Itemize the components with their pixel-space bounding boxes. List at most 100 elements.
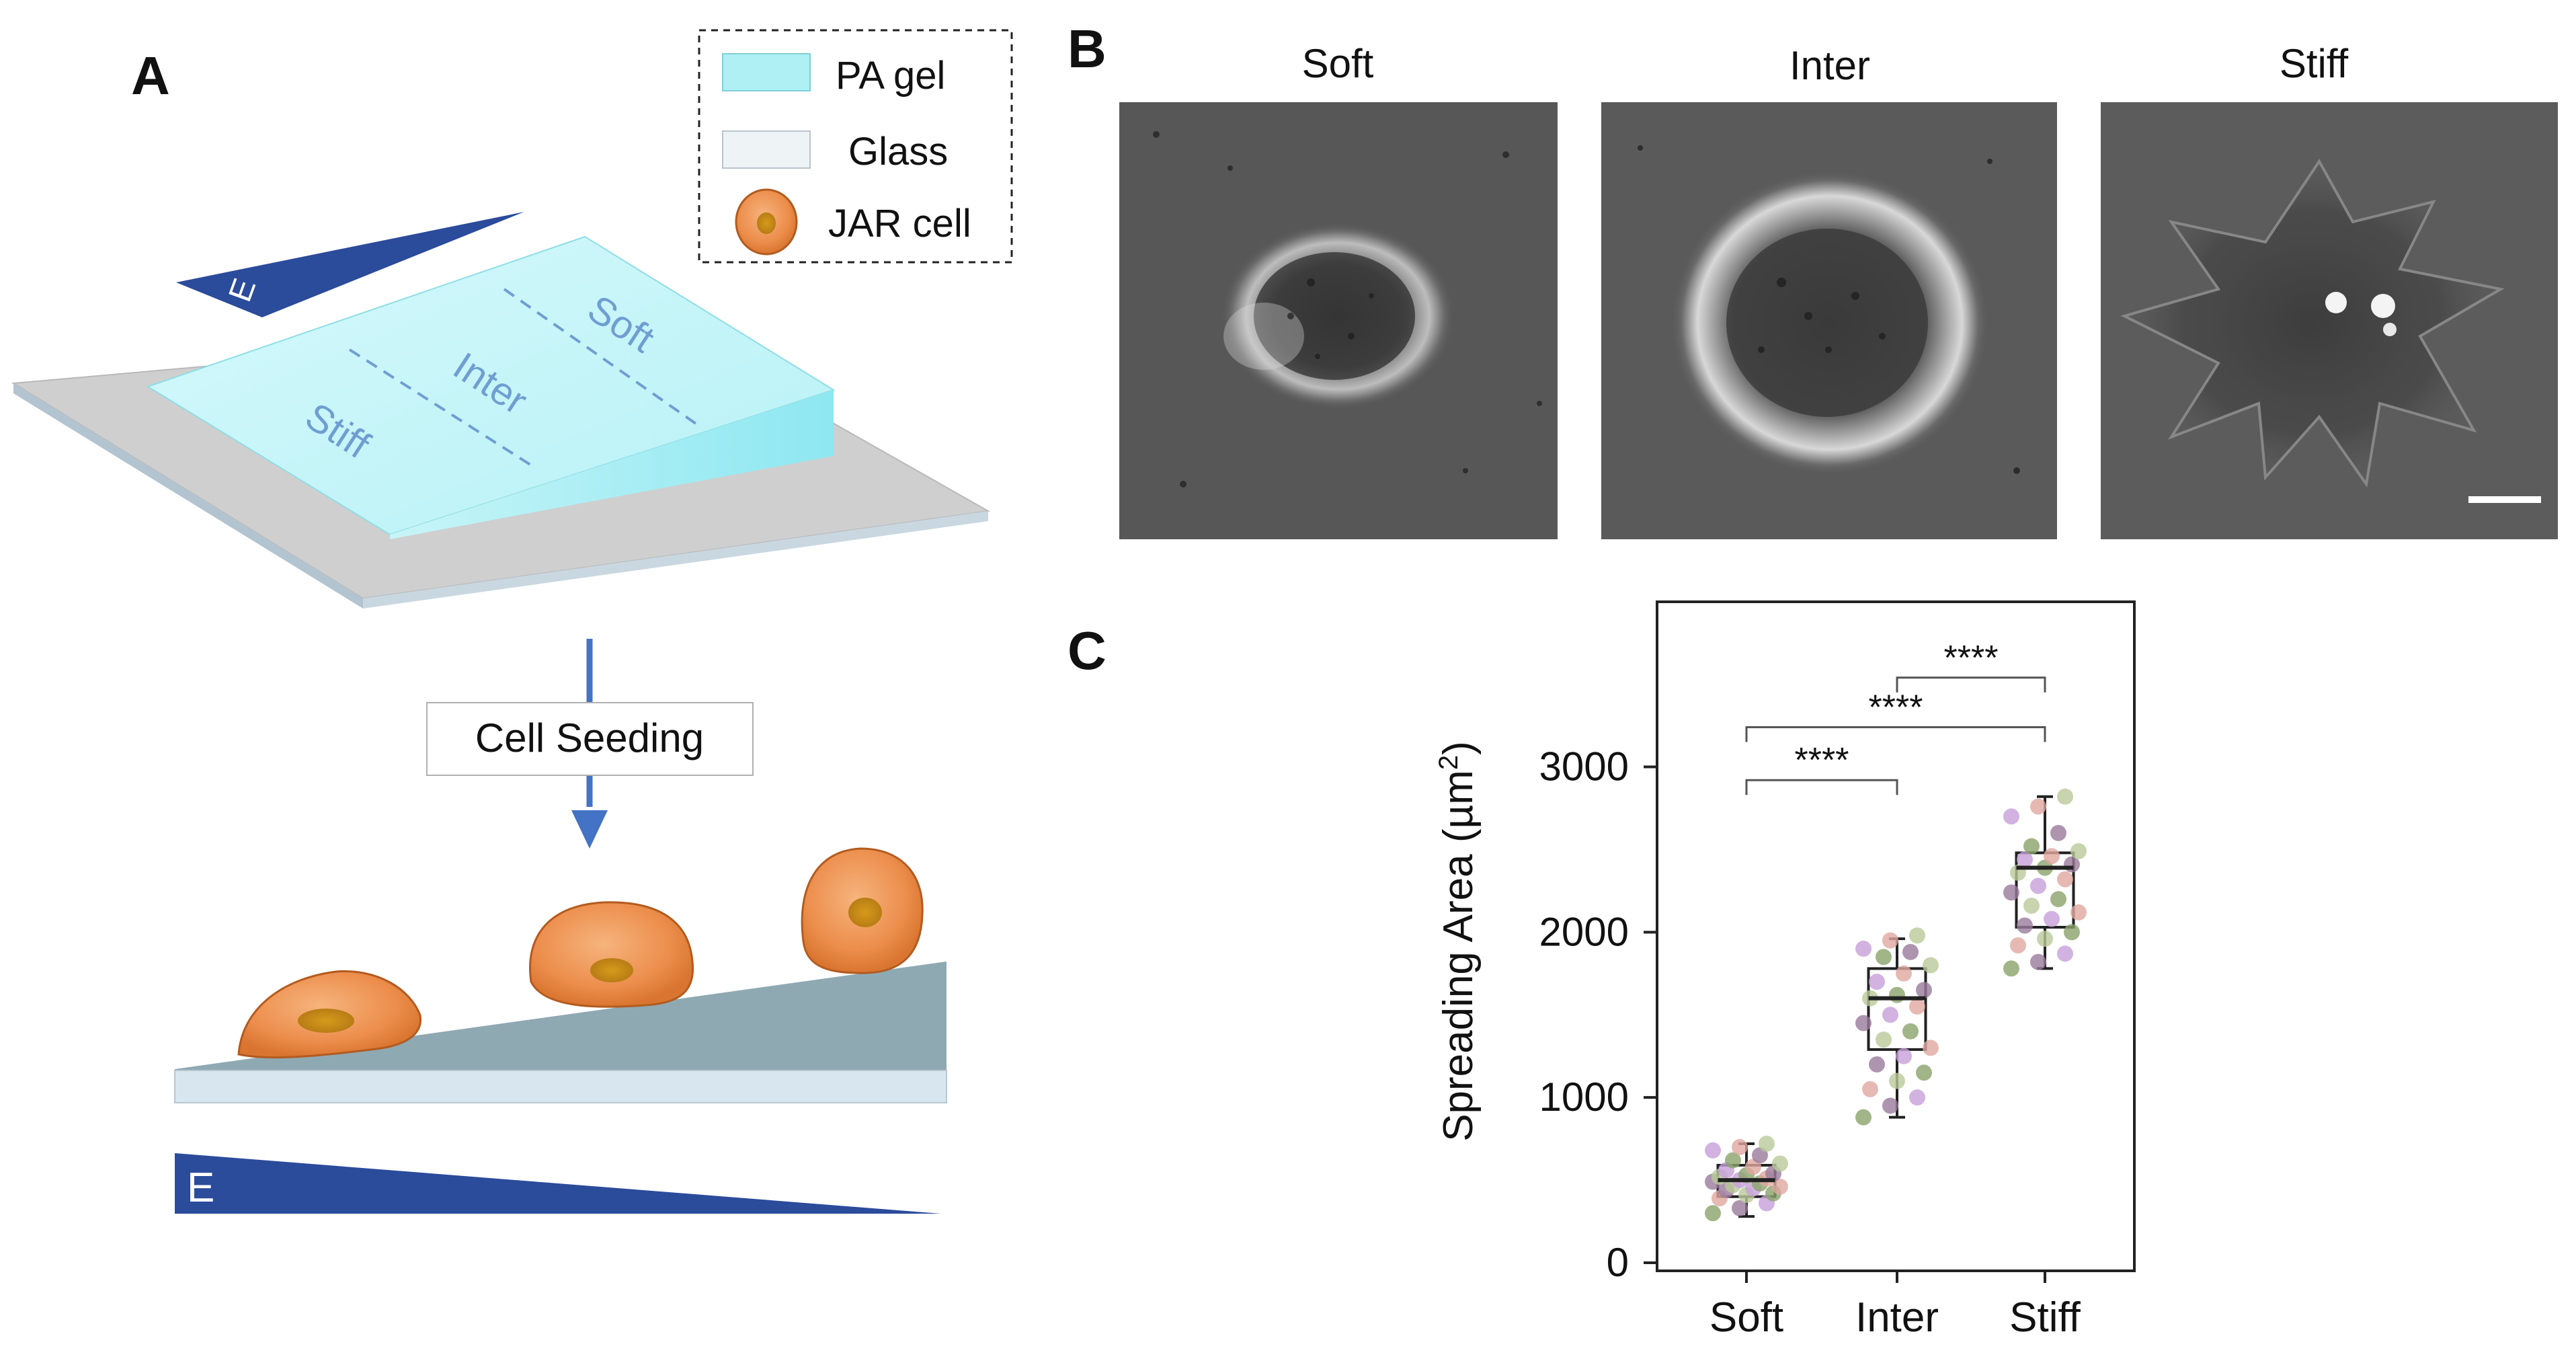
panel-c-letter: C (1068, 621, 1106, 680)
data-point (1705, 1142, 1721, 1159)
data-point (1705, 1205, 1721, 1222)
panel-a: A PA gel Glass JAR cell E (11, 29, 1013, 1214)
data-point (1916, 1064, 1932, 1081)
cell-seeding-box: Cell Seeding (426, 702, 754, 776)
y-tick-label-0: 0 (1607, 1240, 1629, 1285)
data-point (1896, 965, 1912, 982)
y-tick-label-2000: 2000 (1539, 909, 1629, 954)
data-point (2057, 945, 2073, 962)
sig-bracket-soft-stiff (1745, 726, 2046, 742)
micrograph-title-soft: Soft (1302, 41, 1374, 86)
data-point (2023, 838, 2040, 855)
data-point (1869, 1056, 1885, 1073)
data-point (1882, 1097, 1898, 1114)
data-point (2003, 808, 2019, 825)
y-axis-label: Spreading Area (µm2) (1434, 741, 1482, 1142)
data-point (1909, 1089, 1925, 1106)
y-tick-label-1000: 1000 (1539, 1074, 1629, 1120)
sig-bracket-soft-inter (1745, 779, 1898, 795)
data-point (1772, 1178, 1788, 1195)
legend-glass-label: Glass (848, 130, 948, 173)
data-point (2017, 851, 2033, 868)
y-tick-label-3000: 3000 (1539, 744, 1629, 789)
data-point (1732, 1200, 1748, 1216)
sig-label-soft-inter: **** (1795, 741, 1849, 780)
data-point (2044, 848, 2060, 865)
data-point (1772, 1155, 1788, 1172)
data-point (2023, 898, 2040, 914)
stiffness-wedge-top: E (176, 212, 524, 317)
data-point (1869, 974, 1885, 990)
cell-intermediate (529, 901, 694, 1008)
iqr-box (1867, 967, 1927, 1051)
micrograph-title-stiff: Stiff (2280, 41, 2349, 86)
data-point (2050, 891, 2066, 908)
data-point (2064, 924, 2080, 941)
data-point (2003, 884, 2019, 901)
data-point (2057, 871, 2073, 888)
data-point (1876, 949, 1892, 966)
box-plots (1705, 788, 2087, 1222)
data-point (2003, 960, 2019, 977)
legend-pa-gel-label: PA gel (836, 54, 945, 97)
data-point (1902, 1023, 1919, 1040)
sig-label-inter-stiff: **** (1944, 639, 1999, 678)
legend-box: PA gel Glass JAR cell (698, 29, 1013, 264)
micrograph-inter (1601, 102, 2057, 539)
panel-b-letter: B (1068, 19, 1106, 79)
significance-brackets: **** **** **** (1745, 639, 2046, 795)
data-point (1923, 1040, 1939, 1056)
data-point (2030, 953, 2046, 970)
box-soft (1705, 1136, 1788, 1222)
data-point (1862, 1081, 1878, 1097)
box-inter (1855, 927, 1939, 1126)
panel-c: C 0 1000 2000 3000 Spreading Area (µm2) … (1068, 600, 2136, 1341)
data-point (2057, 788, 2073, 805)
data-point (1902, 943, 1919, 960)
x-tick-label-inter: Inter (1855, 1294, 1939, 1341)
data-point (1909, 927, 1925, 944)
data-point (1882, 932, 1898, 949)
scale-bar (2468, 496, 2541, 503)
data-point (1909, 998, 1925, 1015)
panel-a-letter: A (131, 46, 170, 106)
micrograph-title-inter: Inter (1789, 43, 1870, 88)
data-point (1889, 1072, 1905, 1089)
cell-flat (237, 970, 422, 1059)
legend-pa-gel-swatch (722, 53, 811, 91)
box-stiff (2003, 788, 2087, 977)
cell-seeding-label: Cell Seeding (475, 715, 704, 760)
data-point (2070, 904, 2087, 921)
legend-glass-swatch (722, 130, 811, 169)
data-point (2044, 910, 2060, 927)
data-point (1896, 1048, 1912, 1064)
data-point (1855, 1015, 1871, 1031)
data-point (2030, 877, 2046, 894)
pa-gel-slab: Soft Inter Stiff (146, 235, 836, 539)
data-point (2030, 798, 2046, 815)
data-point (1855, 1109, 1871, 1126)
data-point (2050, 824, 2066, 841)
data-point (1889, 986, 1905, 1003)
data-point (2017, 917, 2033, 934)
data-point (1916, 982, 1932, 999)
legend-cell-icon (735, 188, 798, 256)
data-point (2010, 937, 2026, 954)
data-point (1855, 940, 1871, 957)
micrograph-stiff (2101, 102, 2558, 539)
data-point (1876, 1031, 1892, 1048)
legend-cell-label: JAR cell (828, 202, 971, 245)
x-tick-label-soft: Soft (1709, 1294, 1783, 1341)
sig-bracket-inter-stiff (1896, 676, 2046, 693)
wedge-bottom-e-label: E (187, 1165, 214, 1211)
cell-round (801, 847, 924, 974)
data-point (1923, 957, 1939, 974)
data-point (2037, 931, 2053, 947)
panel-b: B Soft Inter Stiff (1068, 19, 2558, 539)
data-point (1882, 1007, 1898, 1023)
data-point (2070, 843, 2087, 859)
data-point (1759, 1136, 1775, 1152)
data-point (1732, 1138, 1748, 1155)
data-point (1725, 1152, 1741, 1169)
